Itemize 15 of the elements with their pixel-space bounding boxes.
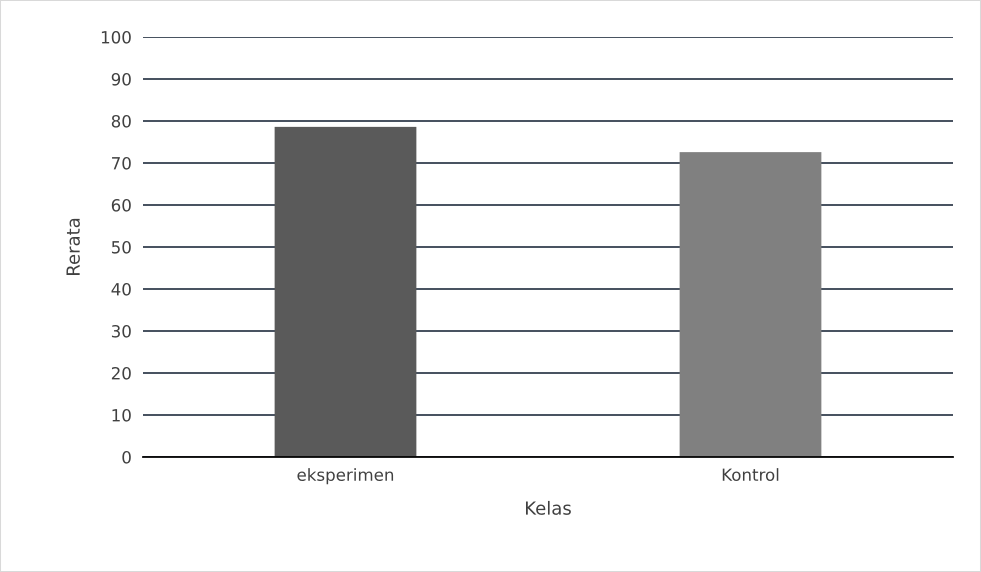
y-tick-label: 0	[122, 450, 131, 464]
y-tick-label: 100	[102, 30, 131, 44]
y-tick-label: 10	[112, 408, 131, 422]
y-tick-label: 30	[112, 324, 131, 338]
x-tick-label: eksperimen	[297, 468, 394, 484]
y-tick-label: 40	[111, 282, 131, 296]
y-tick-label: 20	[112, 366, 131, 380]
y-axis-title: Rerata	[66, 218, 80, 275]
y-tick-label: 60	[112, 198, 131, 212]
y-tick-label: 80	[112, 114, 131, 128]
x-axis-title: Kelas	[526, 500, 571, 515]
y-tick-label: 50	[112, 240, 131, 254]
y-tick-label: 90	[112, 72, 131, 86]
y-tick-label: 70	[112, 156, 131, 170]
x-tick-label: Kontrol	[722, 468, 778, 482]
